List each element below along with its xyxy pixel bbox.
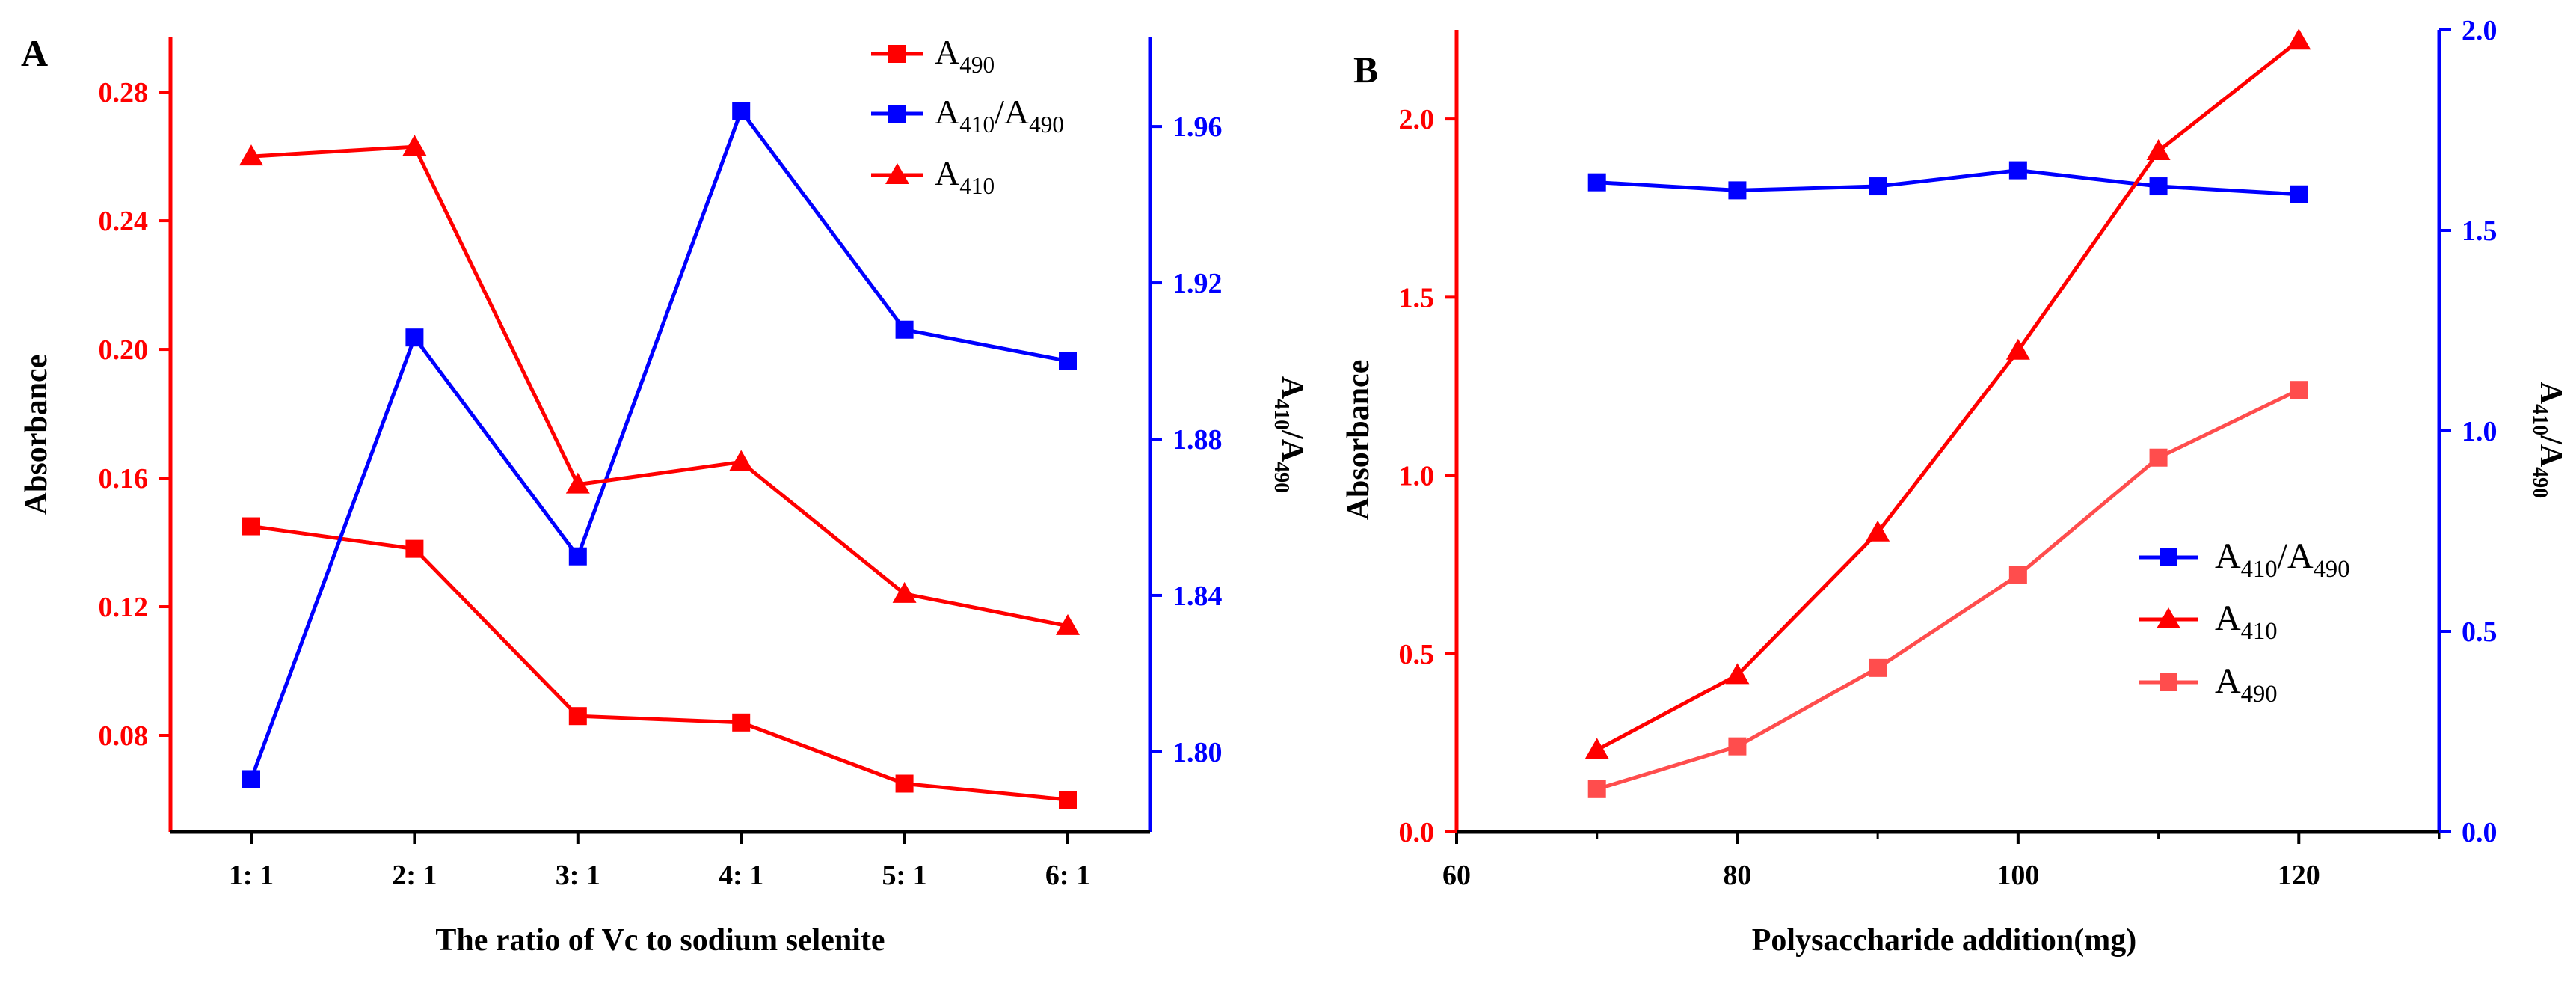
b-point-a410-a490 xyxy=(2149,177,2168,196)
panel-b-x-label: Polysaccharide addition(mg) xyxy=(1752,923,2136,958)
a-point-a410-a490 xyxy=(1059,352,1077,370)
b-point-a410-a490 xyxy=(2008,161,2027,180)
b-x-tick-label: 100 xyxy=(1996,860,2039,891)
a-point-a410 xyxy=(402,135,427,156)
b-point-a490 xyxy=(1869,658,1887,677)
b-legend-label: A410/A490 xyxy=(2215,536,2350,583)
a-y2-tick-label: 1.80 xyxy=(1172,737,1223,768)
b-point-a490 xyxy=(2149,448,2168,467)
b-x-tick-label: 60 xyxy=(1442,860,1471,891)
a-y-tick-label: 0.08 xyxy=(99,720,149,752)
b-point-a490 xyxy=(1728,737,1747,756)
a-x-tick-label: 6: 1 xyxy=(1045,860,1090,891)
panel-b: B Absorbance Polysaccharide addition(mg)… xyxy=(1341,30,2568,958)
b-point-a410-a490 xyxy=(1869,177,1887,196)
a-y-tick-label: 0.16 xyxy=(99,463,149,494)
a-series-line-a490 xyxy=(250,524,1069,802)
b-point-a410-a490 xyxy=(2290,185,2308,203)
b-series-line-a410-a490 xyxy=(1596,168,2299,197)
b-point-a410 xyxy=(2005,338,2030,360)
a-y2-tick-label: 1.84 xyxy=(1172,581,1223,612)
b-legend-marker xyxy=(2160,548,2177,566)
b-y-tick-label: 1.5 xyxy=(1399,282,1435,313)
a-y-tick-label: 0.20 xyxy=(99,334,149,366)
panel-a: A Absorbance The ratio of Vc to sodium s… xyxy=(19,32,1309,958)
a-legend-marker xyxy=(888,45,906,63)
a-x-tick-label: 1: 1 xyxy=(229,860,274,891)
b-y-tick-label: 0.0 xyxy=(1399,817,1435,848)
a-y2-tick-label: 1.92 xyxy=(1172,268,1223,299)
a-point-a490 xyxy=(405,539,424,558)
a-point-a410 xyxy=(892,581,917,603)
a-x-tick-label: 5: 1 xyxy=(882,860,927,891)
panel-b-y-label: Absorbance xyxy=(1341,360,1376,521)
b-y2-tick-label: 1.0 xyxy=(2462,416,2497,447)
a-point-a410-a490 xyxy=(568,547,587,566)
a-point-a410-a490 xyxy=(242,770,260,788)
a-point-a490 xyxy=(732,713,751,732)
a-point-a410 xyxy=(239,144,263,166)
a-point-a410-a490 xyxy=(405,328,424,347)
panel-a-marks: 1: 1 2: 1 3: 1 4: 1 5: 1 6: 1 0.08 0.12 0.16 0.20… xyxy=(99,33,1223,891)
a-legend-label: A490 xyxy=(935,33,995,78)
a-x-tick-label: 4: 1 xyxy=(719,860,763,891)
b-series-line-a410 xyxy=(1596,39,2300,752)
b-point-a410-a490 xyxy=(1587,173,1606,192)
b-y-tick-label: 0.5 xyxy=(1399,639,1435,670)
b-point-a410 xyxy=(1866,520,1890,542)
a-x-tick-label: 3: 1 xyxy=(556,860,600,891)
a-point-a490 xyxy=(895,774,914,793)
a-point-a490 xyxy=(568,707,587,726)
a-legend-label: A410 xyxy=(935,154,995,199)
b-y-tick-label: 2.0 xyxy=(1399,104,1435,135)
a-point-a490 xyxy=(1059,791,1077,809)
a-point-a410-a490 xyxy=(895,320,914,339)
b-point-a410 xyxy=(2146,138,2171,160)
b-point-a410 xyxy=(1725,663,1750,685)
a-x-tick-label: 2: 1 xyxy=(392,860,437,891)
b-point-a410 xyxy=(2287,28,2311,50)
b-point-a410 xyxy=(1584,738,1609,759)
a-y-tick-label: 0.12 xyxy=(99,592,149,623)
b-x-tick-label: 80 xyxy=(1723,860,1751,891)
b-legend-label: A410 xyxy=(2215,598,2278,645)
a-point-a410 xyxy=(729,450,754,471)
panel-b-y2-label: A410/A490 xyxy=(2528,382,2568,498)
a-series-line-a410-a490 xyxy=(249,107,1069,780)
panel-a-x-label: The ratio of Vc to sodium selenite xyxy=(435,923,885,958)
panel-a-y2-label: A410/A490 xyxy=(1270,376,1309,493)
panel-a-y-label: Absorbance xyxy=(19,355,54,515)
panel-b-marks: 60 80 100 120 0.0 0.5 1.0 1.5 2.0 0.0 0.5 1.0 1.5 2.0… xyxy=(1399,15,2497,891)
a-y-tick-label: 0.28 xyxy=(99,77,149,108)
a-y2-tick-label: 1.96 xyxy=(1172,111,1223,143)
b-legend-marker xyxy=(2160,673,2177,691)
b-y2-tick-label: 0.5 xyxy=(2462,616,2497,648)
a-point-a410 xyxy=(1056,613,1080,635)
a-y2-tick-label: 1.88 xyxy=(1172,424,1223,456)
b-point-a410-a490 xyxy=(1728,181,1747,200)
panel-a-label: A xyxy=(21,32,48,74)
b-legend-marker xyxy=(2157,607,2180,628)
a-series-line-a410 xyxy=(250,144,1069,628)
a-point-a410-a490 xyxy=(732,102,751,120)
b-y2-tick-label: 0.0 xyxy=(2462,817,2497,848)
b-y-tick-label: 1.0 xyxy=(1399,461,1435,492)
a-point-a410 xyxy=(565,472,590,494)
b-legend-label: A490 xyxy=(2215,661,2278,708)
b-point-a490 xyxy=(2008,566,2027,584)
b-y2-tick-label: 2.0 xyxy=(2462,15,2497,46)
a-legend-marker xyxy=(885,163,909,184)
panel-b-label: B xyxy=(1353,49,1378,91)
b-y2-tick-label: 1.5 xyxy=(2462,215,2497,247)
a-point-a490 xyxy=(242,517,260,536)
a-legend-label: A410/A490 xyxy=(935,93,1064,138)
a-legend-marker xyxy=(888,105,906,123)
b-x-tick-label: 120 xyxy=(2278,860,2320,891)
a-y-tick-label: 0.24 xyxy=(99,206,149,237)
b-point-a490 xyxy=(1587,780,1606,798)
b-series-line-a490 xyxy=(1596,388,2300,791)
b-point-a490 xyxy=(2290,381,2308,399)
